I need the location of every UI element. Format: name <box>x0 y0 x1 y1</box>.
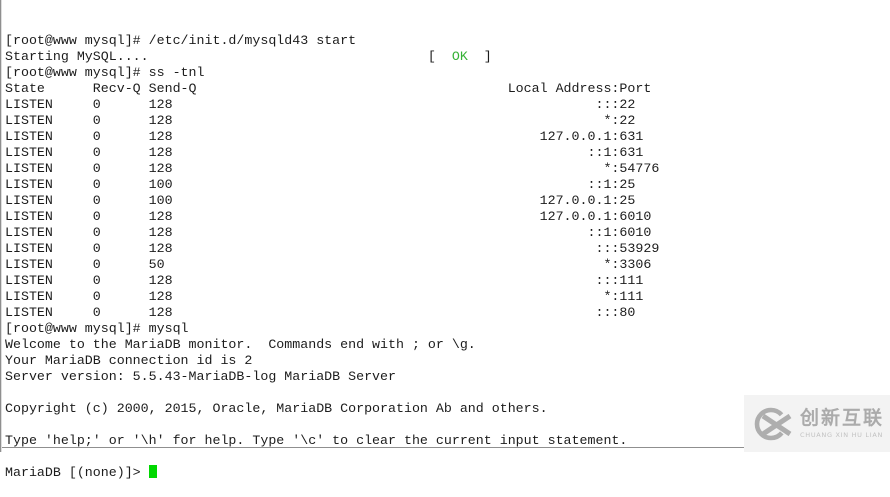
watermark-badge: 创新互联 CHUANG XIN HU LIAN <box>744 395 890 452</box>
ss-table-row: LISTEN 0 100 ::1:25 <box>5 177 636 192</box>
logo-ring <box>754 407 788 440</box>
terminal-line: [root@www mysql]# /etc/init.d/mysqld43 s… <box>5 33 357 48</box>
terminal-screen[interactable]: [root@www mysql]# /etc/init.d/mysqld43 s… <box>5 33 890 481</box>
ss-table-row: LISTEN 0 128 :::22 <box>5 97 636 112</box>
window-border-left <box>0 0 1 452</box>
terminal-window[interactable]: [root@www mysql]# /etc/init.d/mysqld43 s… <box>0 0 890 480</box>
status-ok-label: OK <box>451 49 468 64</box>
terminal-line: Type 'help;' or '\h' for help. Type '\c'… <box>5 433 628 448</box>
ss-table-row: LISTEN 0 128 :::53929 <box>5 241 660 256</box>
watermark-brand-en: CHUANG XIN HU LIAN <box>800 430 884 439</box>
terminal-line: [root@www mysql]# ss -tnl <box>5 65 205 80</box>
window-border-left-highlight <box>1 0 2 452</box>
ss-table-row: LISTEN 0 128 127.0.0.1:631 <box>5 129 644 144</box>
ss-table-row: LISTEN 0 128 :::80 <box>5 305 636 320</box>
ss-table-row: LISTEN 0 128 *:111 <box>5 289 644 304</box>
ss-table-row: LISTEN 0 128 127.0.0.1:6010 <box>5 209 652 224</box>
terminal-line: Copyright (c) 2000, 2015, Oracle, MariaD… <box>5 401 548 416</box>
prompt-line: MariaDB [(none)]> <box>5 465 890 481</box>
watermark-brand-cn: 创新互联 <box>800 406 885 429</box>
ss-table-row: LISTEN 0 100 127.0.0.1:25 <box>5 193 636 208</box>
ss-table-row: LISTEN 0 128 *:54776 <box>5 161 660 176</box>
ss-table-header: State Recv-Q Send-Q Local Address:Port <box>5 81 652 96</box>
terminal-line: [root@www mysql]# mysql <box>5 321 189 336</box>
terminal-line: Server version: 5.5.43-MariaDB-log Maria… <box>5 369 396 384</box>
ss-table-row: LISTEN 0 128 ::1:631 <box>5 145 644 160</box>
ss-table-row: LISTEN 0 128 ::1:6010 <box>5 225 652 240</box>
terminal-line: Welcome to the MariaDB monitor. Commands… <box>5 337 476 352</box>
ss-table-row: LISTEN 0 128 *:22 <box>5 113 636 128</box>
terminal-cursor <box>148 465 157 478</box>
ss-table-row: LISTEN 0 50 *:3306 <box>5 257 652 272</box>
terminal-line: Your MariaDB connection id is 2 <box>5 353 253 368</box>
window-border-bottom <box>0 447 890 448</box>
cx-logo-icon <box>754 407 792 440</box>
service-status-line: Starting MySQL.... [ OK ] <box>5 49 492 64</box>
ss-table-row: LISTEN 0 128 :::111 <box>5 273 644 288</box>
